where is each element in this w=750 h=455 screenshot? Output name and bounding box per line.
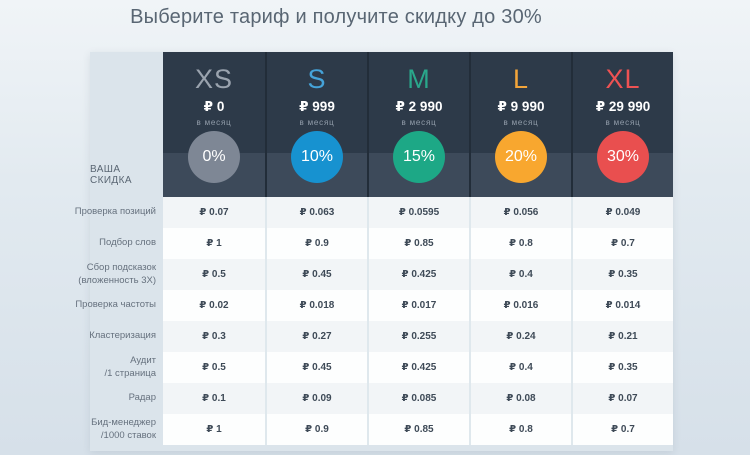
price-cell: ₽ 0.35 [571,259,673,290]
price-cell: ₽ 1 [163,414,265,445]
price-cell: ₽ 0.02 [163,290,265,321]
tier-price: ₽ 2 990 [395,99,443,114]
tier-column-s[interactable]: S ₽ 999 в месяц 10% [265,52,367,197]
price-cell: ₽ 0.35 [571,352,673,383]
price-cell: ₽ 0.016 [469,290,571,321]
price-cell: ₽ 0.7 [571,414,673,445]
discount-circle: 30% [597,131,649,183]
discount-circle: 15% [393,131,445,183]
price-cell: ₽ 0.21 [571,321,673,352]
tier-price: ₽ 999 [299,99,335,114]
tier-period: в месяц [299,118,335,127]
price-cell: ₽ 0.4 [469,259,571,290]
tier-name: XL [605,64,641,94]
page-title: Выберите тариф и получите скидку до 30% [130,6,542,28]
discount-circle: 10% [291,131,343,183]
price-cell: ₽ 0.27 [265,321,367,352]
price-cell: ₽ 0.4 [469,352,571,383]
row-label: Аудит/1 страница [90,352,163,383]
discount-row-header: ВАША СКИДКА [90,52,163,197]
tier-name: XS [194,64,234,94]
price-cell: ₽ 0.1 [163,383,265,414]
price-cell: ₽ 0.8 [469,228,571,259]
tier-column-m[interactable]: M ₽ 2 990 в месяц 15% [367,52,469,197]
price-cell: ₽ 0.049 [571,197,673,228]
price-cell: ₽ 0.425 [367,259,469,290]
tier-name: S [307,64,327,94]
discount-circle: 20% [495,131,547,183]
discount-row-label: ВАША СКИДКА [90,164,132,186]
price-cell: ₽ 0.255 [367,321,469,352]
price-cell: ₽ 0.5 [163,352,265,383]
price-cell: ₽ 0.3 [163,321,265,352]
row-label: Проверка частоты [75,290,163,321]
price-cell: ₽ 0.08 [469,383,571,414]
tier-period: в месяц [605,118,641,127]
tier-period: в месяц [196,118,232,127]
price-cell: ₽ 0.085 [367,383,469,414]
price-cell: ₽ 0.24 [469,321,571,352]
price-cell: ₽ 0.014 [571,290,673,321]
price-cell: ₽ 0.85 [367,228,469,259]
tier-price: ₽ 29 990 [595,99,651,114]
discount-circle: 0% [188,131,240,183]
tier-name: L [512,64,530,94]
price-cell: ₽ 0.9 [265,228,367,259]
tier-period: в месяц [503,118,539,127]
row-label: Бид-менеджер/1000 ставок [90,414,163,445]
price-cell: ₽ 0.018 [265,290,367,321]
tier-name: M [407,64,431,94]
row-label: Подбор слов [90,228,163,259]
price-cell: ₽ 0.056 [469,197,571,228]
price-cell: ₽ 0.063 [265,197,367,228]
price-cell: ₽ 0.45 [265,352,367,383]
tier-price: ₽ 9 990 [497,99,545,114]
tier-column-xl[interactable]: XL ₽ 29 990 в месяц 30% [571,52,673,197]
price-cell: ₽ 0.85 [367,414,469,445]
price-cell: ₽ 0.7 [571,228,673,259]
price-cell: ₽ 0.425 [367,352,469,383]
row-label: Радар [90,383,163,414]
price-cell: ₽ 0.09 [265,383,367,414]
price-cell: ₽ 0.5 [163,259,265,290]
tier-price: ₽ 0 [203,99,225,114]
price-cell: ₽ 0.45 [265,259,367,290]
row-label: Кластеризация [89,321,163,352]
tier-period: в месяц [401,118,437,127]
price-cell: ₽ 0.07 [571,383,673,414]
price-cell: ₽ 0.017 [367,290,469,321]
price-cell: ₽ 1 [163,228,265,259]
pricing-table: ВАША СКИДКА XS ₽ 0 в месяц 0% S ₽ 999 в … [75,52,673,451]
price-cell: ₽ 0.8 [469,414,571,445]
price-cell: ₽ 0.0595 [367,197,469,228]
row-label: Сбор подсказок (вложенность 3X) [78,259,163,290]
price-cell: ₽ 0.9 [265,414,367,445]
price-cell: ₽ 0.07 [163,197,265,228]
row-label: Проверка позиций [75,197,163,228]
tier-column-xs[interactable]: XS ₽ 0 в месяц 0% [163,52,265,197]
tier-column-l[interactable]: L ₽ 9 990 в месяц 20% [469,52,571,197]
